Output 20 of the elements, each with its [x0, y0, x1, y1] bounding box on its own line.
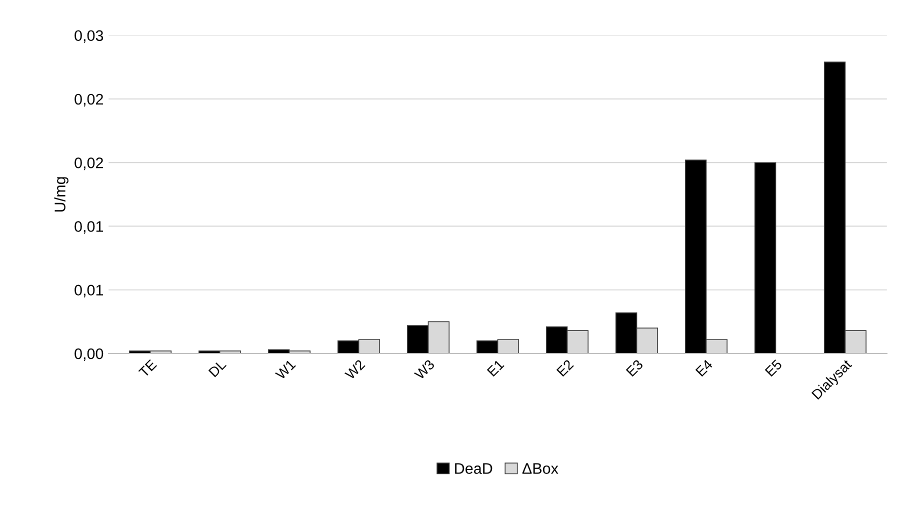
y-tick-label: 0,01 — [74, 284, 103, 298]
x-tick-label: TE — [138, 359, 157, 378]
bar — [754, 162, 776, 354]
x-tick-label: E4 — [695, 359, 714, 377]
x-tick-label: E2 — [556, 359, 574, 377]
x-tick-label: E1 — [486, 359, 504, 377]
x-tick-label: W3 — [414, 359, 436, 380]
y-tick-label: 0,03 — [74, 30, 104, 43]
y-tick-label: 0,02 — [74, 157, 103, 170]
x-tick-label: E3 — [626, 359, 644, 377]
x-tick-label: W1 — [274, 359, 296, 380]
y-axis-title: U/mg — [54, 177, 68, 212]
y-tick-label: 0,02 — [74, 94, 103, 106]
y-tick-label: 0,00 — [74, 348, 104, 361]
x-tick-label: W2 — [344, 359, 366, 380]
x-tick-label: DL — [208, 359, 227, 378]
x-tick-label: E5 — [764, 359, 783, 377]
y-tick-label: 0,01 — [74, 221, 103, 234]
legend-label: DeaD — [455, 463, 492, 474]
legend-label: ΔBox — [522, 463, 558, 474]
